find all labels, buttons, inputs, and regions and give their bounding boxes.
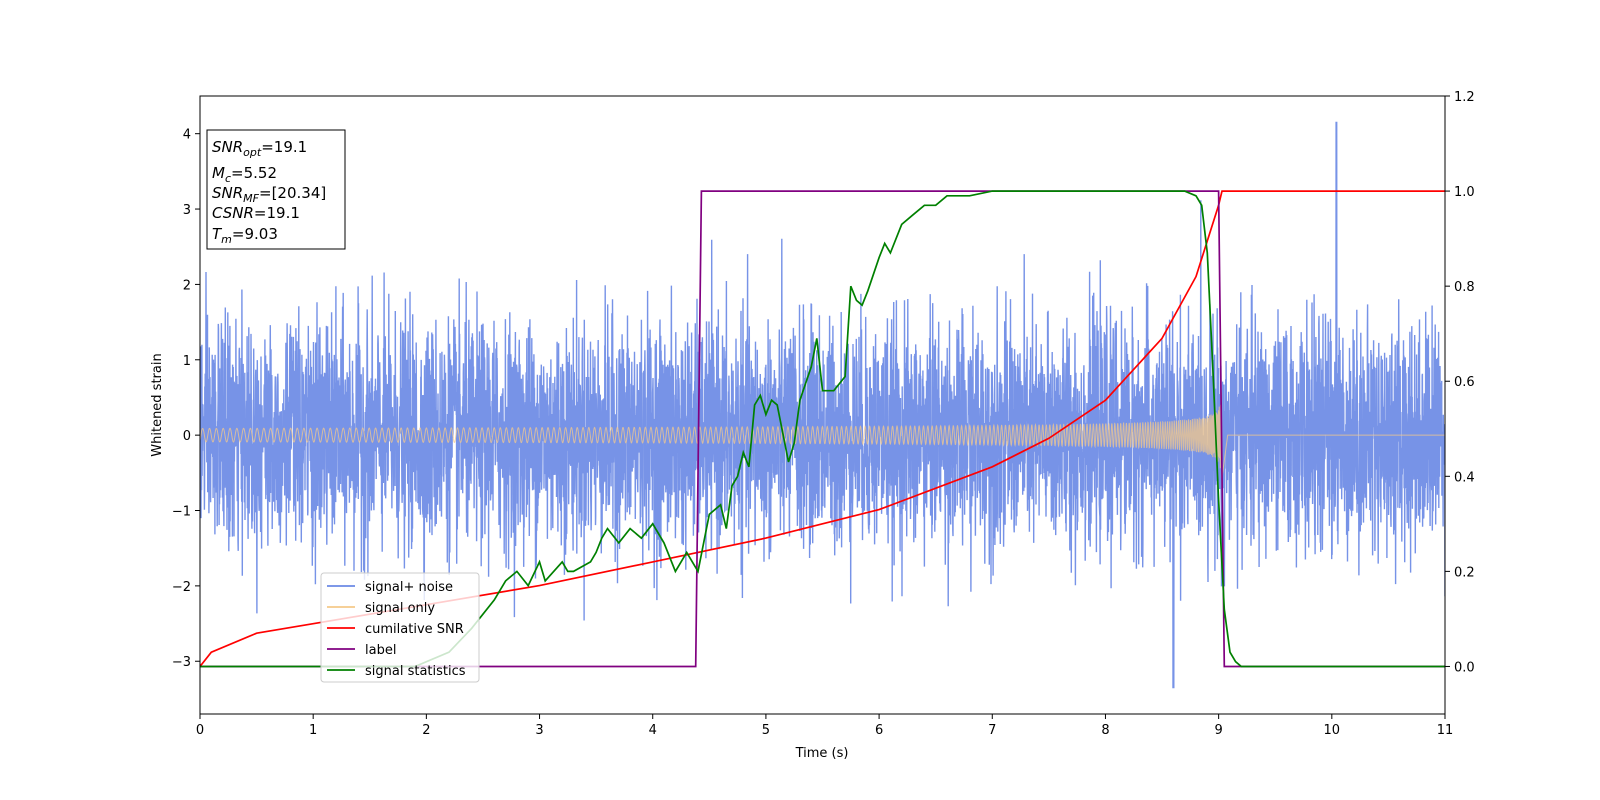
y-left-tick-label: 0 <box>183 429 191 444</box>
y-left-tick-label: 2 <box>183 278 191 293</box>
x-tick-label: 5 <box>762 723 770 738</box>
x-tick-label: 7 <box>988 723 996 738</box>
legend: signal+ noise signal only cumilative SNR la… <box>320 572 480 683</box>
series-signal-statistics <box>200 190 1445 668</box>
y-ticks-left: −3 −2 −1 0 1 2 3 4 <box>172 128 200 670</box>
y-left-tick-label: 1 <box>183 354 191 369</box>
y-right-tick-label: 0.6 <box>1454 375 1475 390</box>
x-tick-label: 9 <box>1214 723 1222 738</box>
y-left-tick-label: −2 <box>172 580 191 595</box>
y-right-tick-label: 1.2 <box>1454 90 1475 105</box>
legend-label-cumilative-snr: cumilative SNR <box>365 622 464 637</box>
y-left-tick-label: 3 <box>183 203 191 218</box>
legend-label-signal-statistics: signal statistics <box>365 664 466 679</box>
info-snr-opt: SNRopt=19.1 <box>212 138 307 159</box>
x-tick-label: 6 <box>875 723 883 738</box>
info-csnr: CSNR=19.1 <box>212 204 300 222</box>
x-tick-label: 10 <box>1324 723 1341 738</box>
y-ticks-right: 0.0 0.2 0.4 0.6 0.8 1.0 1.2 <box>1445 90 1475 675</box>
series-layer <box>200 121 1445 689</box>
x-tick-label: 0 <box>196 723 204 738</box>
y-right-tick-label: 0.2 <box>1454 565 1475 580</box>
y-right-tick-label: 0.4 <box>1454 470 1475 485</box>
y-left-tick-label: −1 <box>172 505 191 520</box>
y-right-tick-label: 1.0 <box>1454 185 1475 200</box>
y-right-tick-label: 0.0 <box>1454 660 1475 675</box>
x-tick-label: 3 <box>535 723 543 738</box>
info-mc: Mc=5.52 <box>212 164 277 185</box>
x-tick-label: 1 <box>309 723 317 738</box>
legend-label-label: label <box>365 643 396 658</box>
x-tick-label: 8 <box>1101 723 1109 738</box>
info-box-frame <box>206 129 346 250</box>
x-tick-label: 4 <box>649 723 657 738</box>
x-ticks: 0 1 2 3 4 5 6 7 8 9 10 11 <box>196 714 1453 738</box>
x-tick-label: 2 <box>422 723 430 738</box>
y-left-tick-label: 4 <box>183 128 191 143</box>
x-axis-label: Time (s) <box>795 746 849 761</box>
y-right-tick-label: 0.8 <box>1454 280 1475 295</box>
legend-frame <box>320 572 480 683</box>
info-snr-mf: SNRMF=[20.34] <box>212 184 326 205</box>
legend-label-signal-noise: signal+ noise <box>365 580 453 595</box>
y-axis-label: Whitened strain <box>150 353 165 456</box>
info-tm: Tm=9.03 <box>212 225 278 246</box>
info-box: SNRopt=19.1 Mc=5.52 SNRMF=[20.34] CSNR=1… <box>206 129 346 250</box>
series-signal-only <box>200 392 1445 479</box>
legend-label-signal-only: signal only <box>365 601 435 616</box>
plot-frame <box>199 95 1446 715</box>
y-left-tick-label: −3 <box>172 655 191 670</box>
x-tick-label: 11 <box>1437 723 1454 738</box>
